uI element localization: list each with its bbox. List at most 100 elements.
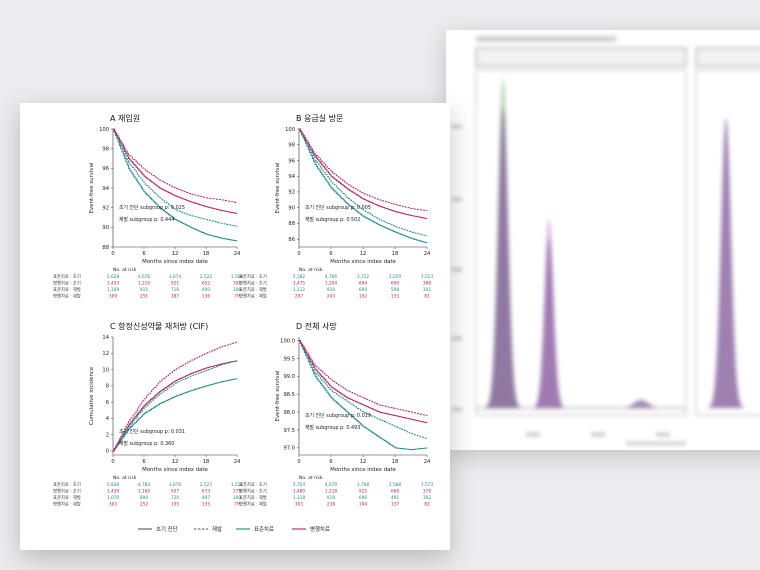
risk-value: 303	[295, 502, 303, 508]
risk-table-header: No. at risk	[113, 267, 137, 273]
risk-value: 303	[109, 502, 117, 508]
risk-value: 716	[171, 287, 179, 293]
y-tick-label: 96	[288, 158, 295, 164]
risk-value: 2,527	[200, 482, 213, 488]
risk-value: 1,210	[138, 281, 151, 287]
risk-value: 243	[327, 294, 335, 300]
x-tick-label: 18	[203, 251, 210, 257]
risk-value: 187	[171, 294, 179, 300]
risk-value: 491	[391, 495, 399, 501]
x-tick-label: 18	[392, 251, 399, 257]
y-tick-label: 98.5	[283, 392, 295, 398]
y-tick-label: 10	[102, 367, 109, 373]
risk-value: 668	[391, 489, 399, 495]
risk-value: 5,754	[293, 482, 306, 488]
risk-row-label: 병행치료 · 초기	[239, 280, 267, 287]
x-axis-label: Months since index date	[330, 259, 396, 265]
series-line-4	[299, 128, 428, 212]
legend-label-1: 초기 진단	[156, 525, 178, 533]
series-line-1	[299, 128, 428, 244]
risk-value: 79	[234, 502, 240, 508]
back-strip-right	[695, 47, 760, 67]
back-xaxis-ticks	[526, 433, 686, 445]
risk-value: 1,523	[421, 274, 434, 280]
risk-value: 195	[171, 502, 179, 508]
risk-value: 306	[233, 287, 241, 293]
risk-row-label: 표준치료 · 재발	[53, 494, 81, 501]
panel-b: B 응급실 방문 86 88 90 92 94 96 98 100 0 6 12 18 24 Months …	[239, 113, 433, 300]
risk-row-label: 병행치료 · 초기	[53, 280, 81, 287]
risk-value: 652	[202, 281, 210, 287]
risk-value: 669	[391, 281, 399, 287]
series-line-4	[113, 341, 238, 452]
risk-value: 925	[359, 489, 367, 495]
y-tick-label: 88	[288, 221, 295, 227]
risk-value: 497	[202, 495, 210, 501]
legend-label-4: 병행치료	[310, 525, 330, 533]
series-line-1	[113, 128, 238, 242]
risk-value: 5,628	[107, 274, 120, 280]
y-tick-label: 86	[288, 237, 295, 243]
y-tick-label: 100	[99, 127, 109, 133]
x-axis-label: Months since index date	[330, 467, 396, 473]
y-tick-label: 2	[106, 432, 109, 438]
risk-value: 508	[391, 287, 399, 293]
risk-value: 392	[233, 281, 241, 287]
y-tick-label: 100.0	[280, 338, 295, 344]
risk-value: 921	[171, 281, 179, 287]
risk-value: 1,560	[231, 274, 244, 280]
risk-value: 309	[109, 294, 117, 300]
risk-value: 4,766	[325, 274, 338, 280]
x-tick-label: 0	[111, 459, 114, 465]
subgroup-p-annotation: 초기 진단 subgroup p: 0.025	[119, 204, 185, 211]
risk-value: 673	[202, 489, 210, 495]
risk-value: 4,784	[138, 482, 151, 488]
subgroup-p-annotation: 재발 subgroup p: 0.444	[119, 216, 174, 223]
x-tick-label: 18	[203, 459, 210, 465]
y-tick-label: 12	[102, 351, 109, 357]
risk-value: 1,118	[293, 495, 306, 501]
risk-row-label: 표준치료 · 재발	[239, 286, 267, 293]
risk-value: 2,588	[389, 482, 402, 488]
x-axis-label: Months since index date	[142, 259, 208, 265]
risk-value: 136	[202, 294, 210, 300]
risk-value: 696	[359, 495, 367, 501]
y-tick-label: 99.5	[283, 356, 295, 362]
risk-value: 937	[171, 489, 179, 495]
risk-value: 238	[327, 502, 335, 508]
risk-value: 81	[424, 294, 430, 300]
background-density-plot	[452, 36, 760, 445]
back-panel-right	[695, 69, 760, 416]
risk-value: 301	[423, 287, 431, 293]
x-tick-label: 24	[234, 459, 241, 465]
risk-value: 1,573	[421, 482, 434, 488]
legend: 초기 진단 재발 표준치료 병행치료	[138, 525, 330, 533]
risk-value: 137	[391, 502, 399, 508]
risk-value: 919	[327, 495, 335, 501]
risk-value: 910	[327, 287, 335, 293]
subgroup-p-annotation: 재발 subgroup p: 0.493	[305, 424, 360, 431]
series-line-4	[113, 128, 238, 203]
risk-value: 3,708	[357, 482, 370, 488]
risk-value: 5,838	[107, 482, 120, 488]
subgroup-p-annotation: 초기 진단 subgroup p: 0.031	[119, 428, 185, 435]
series-line-3	[299, 340, 428, 439]
risk-value: 1,512	[231, 482, 244, 488]
y-tick-label: 98	[102, 146, 109, 152]
panel-d: D 전체 사망 97.0 97.5 98.0 98.5 99.0 99.5 100.0 0 6 12…	[239, 321, 433, 508]
risk-value: 1,204	[325, 281, 338, 287]
subgroup-p-annotation: 초기 진단 subgroup p: 0.005	[305, 204, 371, 211]
x-tick-label: 0	[297, 251, 300, 257]
back-title-placeholder	[476, 36, 616, 42]
risk-value: 2,559	[389, 274, 402, 280]
risk-table-header: No. at risk	[113, 475, 137, 481]
y-tick-label: 98	[288, 143, 295, 149]
risk-value: 133	[391, 294, 399, 300]
risk-value: 1,112	[293, 287, 306, 293]
risk-value: 915	[140, 287, 148, 293]
y-tick-label: 8	[106, 384, 109, 390]
y-axis-label: Event-free survival	[275, 371, 281, 422]
y-tick-label: 90	[102, 225, 109, 231]
series-line-4	[299, 340, 428, 416]
risk-value: 3,674	[169, 274, 182, 280]
